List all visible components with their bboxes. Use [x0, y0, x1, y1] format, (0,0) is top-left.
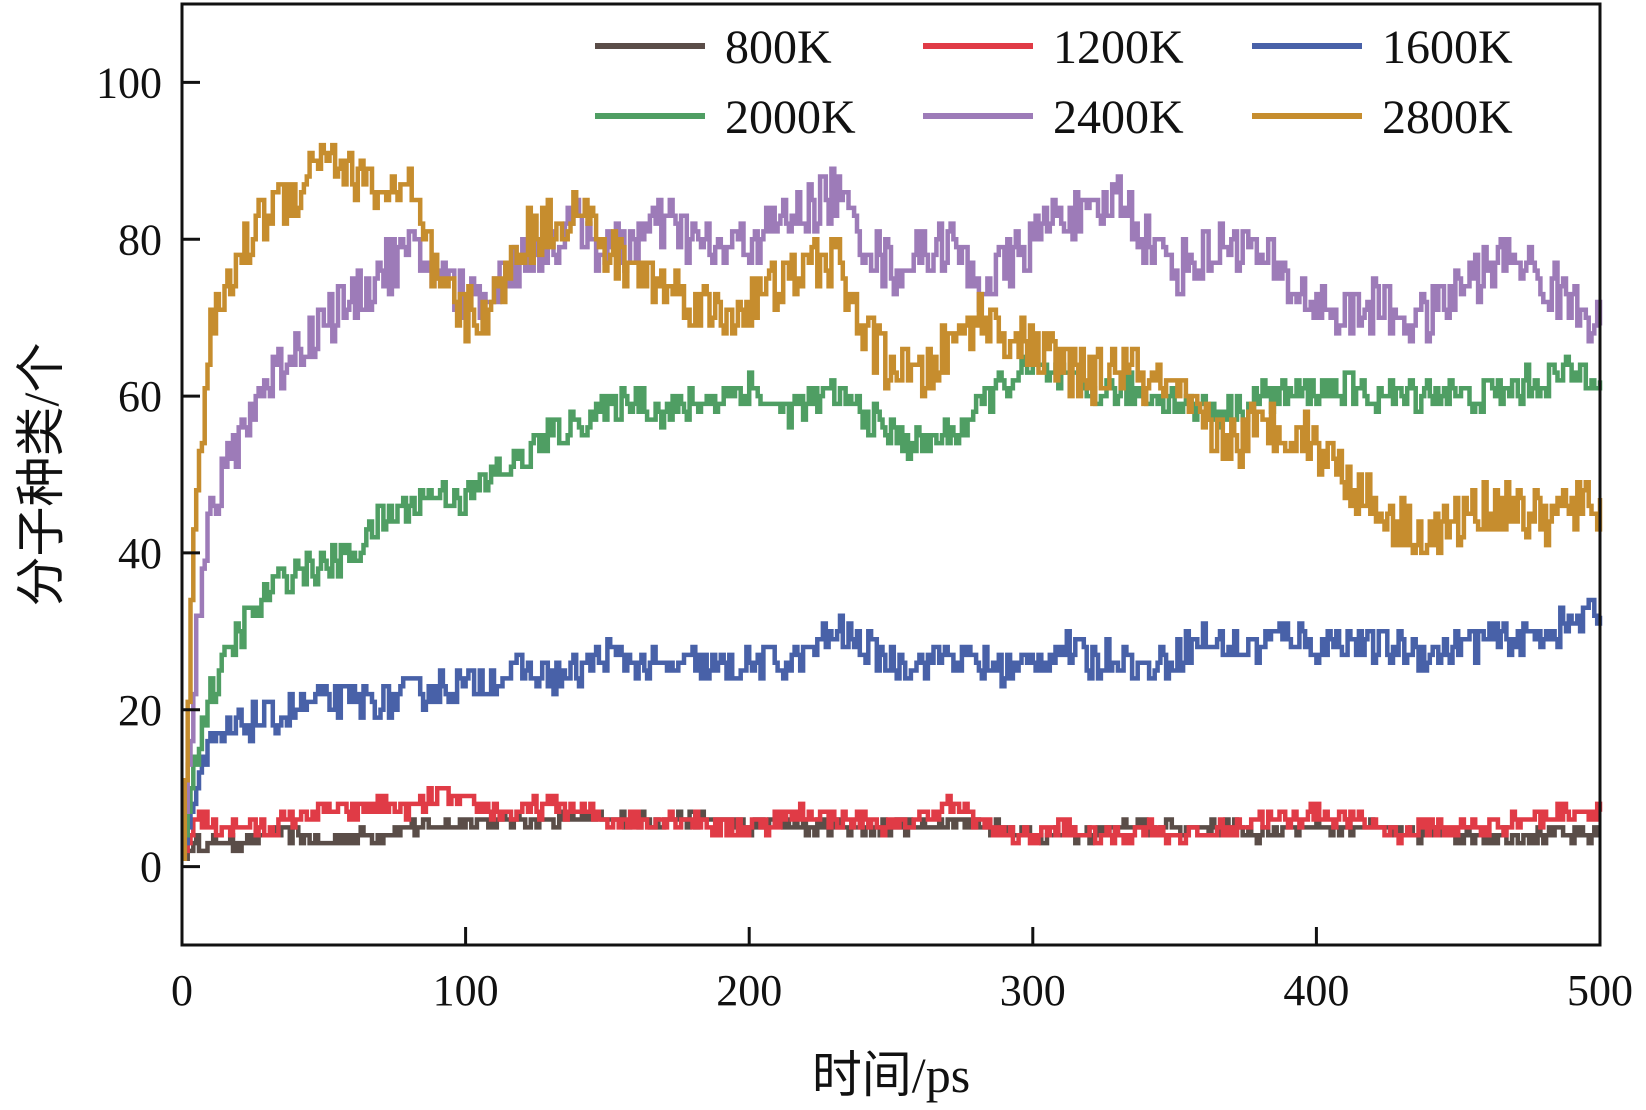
x-tick-label: 500	[1567, 966, 1633, 1015]
series-line-2800K	[182, 142, 1603, 861]
x-tick-label: 200	[716, 966, 782, 1015]
legend-label-2400K: 2400K	[1053, 91, 1184, 144]
x-tick-label: 300	[1000, 966, 1066, 1015]
y-tick-label: 60	[118, 372, 162, 421]
y-tick-label: 20	[118, 686, 162, 735]
y-tick-label: 0	[140, 843, 162, 892]
y-axis-title: 分子种类/个	[13, 343, 69, 607]
y-tick-label: 80	[118, 215, 162, 264]
y-tick-label: 40	[118, 529, 162, 578]
legend-label-1200K: 1200K	[1053, 21, 1184, 74]
series-line-1200K	[182, 785, 1603, 861]
y-axis: 0 20 40 60 80 100	[96, 58, 200, 892]
series-line-1600K	[182, 597, 1603, 861]
x-tick-label: 100	[433, 966, 499, 1015]
legend-label-800K: 800K	[725, 21, 832, 74]
legend-label-1600K: 1600K	[1382, 21, 1513, 74]
legend-label-2800K: 2800K	[1382, 91, 1513, 144]
series-line-2000K	[182, 354, 1603, 861]
x-axis-title: 时间/ps	[812, 1047, 970, 1103]
x-axis: 0 100 200 300 400 500	[171, 927, 1633, 1015]
plot-frame	[180, 2, 1602, 947]
x-tick-label: 400	[1283, 966, 1349, 1015]
legend: 800K 1200K 1600K 2000K 2400K 2800K	[595, 21, 1513, 144]
series-layer	[182, 142, 1603, 861]
series-line-2400K	[182, 166, 1603, 861]
legend-label-2000K: 2000K	[725, 91, 856, 144]
x-tick-label: 0	[171, 966, 193, 1015]
y-tick-label: 100	[96, 58, 162, 107]
